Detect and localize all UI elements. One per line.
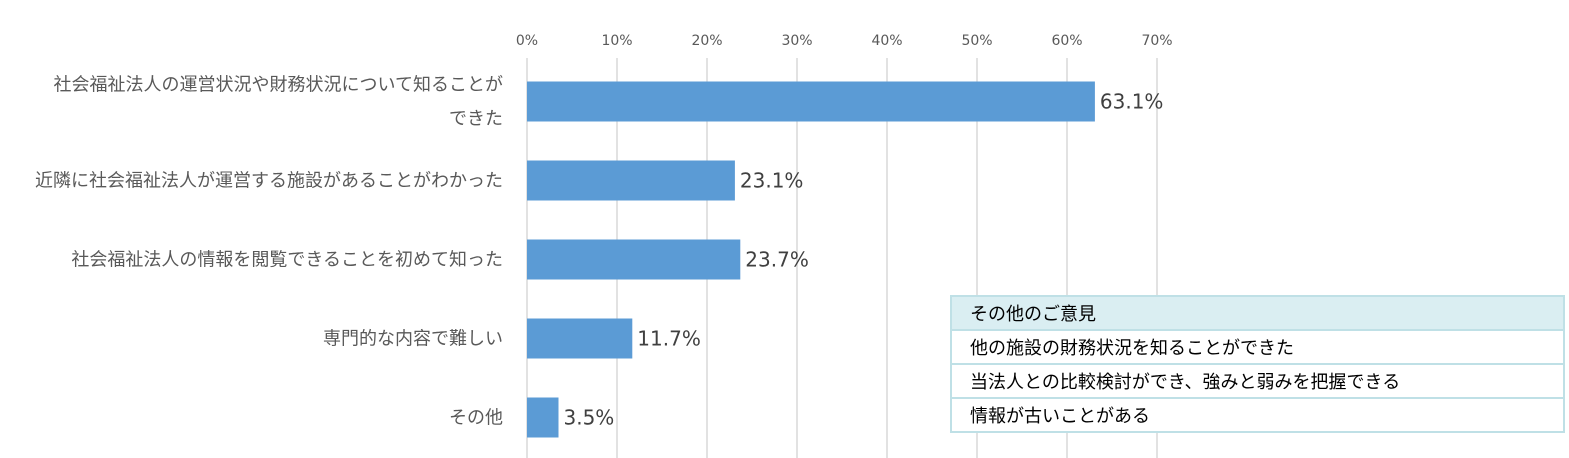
bars xyxy=(527,81,1095,438)
category-label-line: できた xyxy=(449,109,503,130)
opinion-row: 他の施設の財務状況を知ることができた xyxy=(950,329,1565,365)
x-tick-label: 10% xyxy=(601,33,632,49)
x-tick-labels: 0% 10% 20% 30% 40% 50% 60% 70% xyxy=(516,33,1173,49)
category-labels: 社会福祉法人の運営状況や財務状況について知ることができた近隣に社会福祉法人が運営… xyxy=(35,75,503,429)
category-label: 社会福祉法人の運営状況や財務状況について知ることができた xyxy=(54,75,503,130)
category-label: 近隣に社会福祉法人が運営する施設があることがわかった xyxy=(35,171,503,192)
x-tick-label: 30% xyxy=(781,33,812,49)
data-label: 23.1% xyxy=(740,169,804,193)
category-label-line: 近隣に社会福祉法人が運営する施設があることがわかった xyxy=(35,171,503,192)
category-label-line: 社会福祉法人の情報を閲覧できることを初めて知った xyxy=(71,250,503,271)
opinion-item-3: 情報が古いことがある xyxy=(950,397,1565,433)
bar xyxy=(527,160,735,201)
category-label-line: 専門的な内容で難しい xyxy=(323,329,503,350)
data-label: 63.1% xyxy=(1100,90,1164,114)
opinions-header: その他のご意見 xyxy=(950,295,1565,331)
opinion-row: 情報が古いことがある xyxy=(950,397,1565,433)
category-label: その他 xyxy=(449,408,503,429)
bar xyxy=(527,397,559,438)
x-tick-label: 70% xyxy=(1141,33,1172,49)
opinion-item-1: 他の施設の財務状況を知ることができた xyxy=(950,329,1565,365)
opinions-header-row: その他のご意見 xyxy=(950,295,1565,331)
bar xyxy=(527,318,633,359)
bar xyxy=(527,81,1095,122)
data-label: 11.7% xyxy=(637,327,701,351)
x-tick-label: 40% xyxy=(871,33,902,49)
category-label: 社会福祉法人の情報を閲覧できることを初めて知った xyxy=(71,250,503,271)
data-label: 3.5% xyxy=(564,406,615,430)
opinion-item-2: 当法人との比較検討ができ、強みと弱みを把握できる xyxy=(950,363,1565,399)
category-label-line: 社会福祉法人の運営状況や財務状況について知ることが xyxy=(54,75,503,96)
category-label-line: その他 xyxy=(449,408,503,429)
x-tick-label: 20% xyxy=(691,33,722,49)
data-label: 23.7% xyxy=(745,248,809,272)
x-tick-label: 60% xyxy=(1051,33,1082,49)
x-tick-label: 50% xyxy=(961,33,992,49)
opinion-row: 当法人との比較検討ができ、強みと弱みを把握できる xyxy=(950,363,1565,399)
bar xyxy=(527,239,741,280)
other-opinions-table: その他のご意見 他の施設の財務状況を知ることができた 当法人との比較検討ができ、… xyxy=(950,295,1565,433)
data-labels: 63.1% 23.1% 23.7% 11.7% 3.5% xyxy=(564,90,1164,430)
x-tick-label: 0% xyxy=(516,33,538,49)
category-label: 専門的な内容で難しい xyxy=(323,329,503,350)
